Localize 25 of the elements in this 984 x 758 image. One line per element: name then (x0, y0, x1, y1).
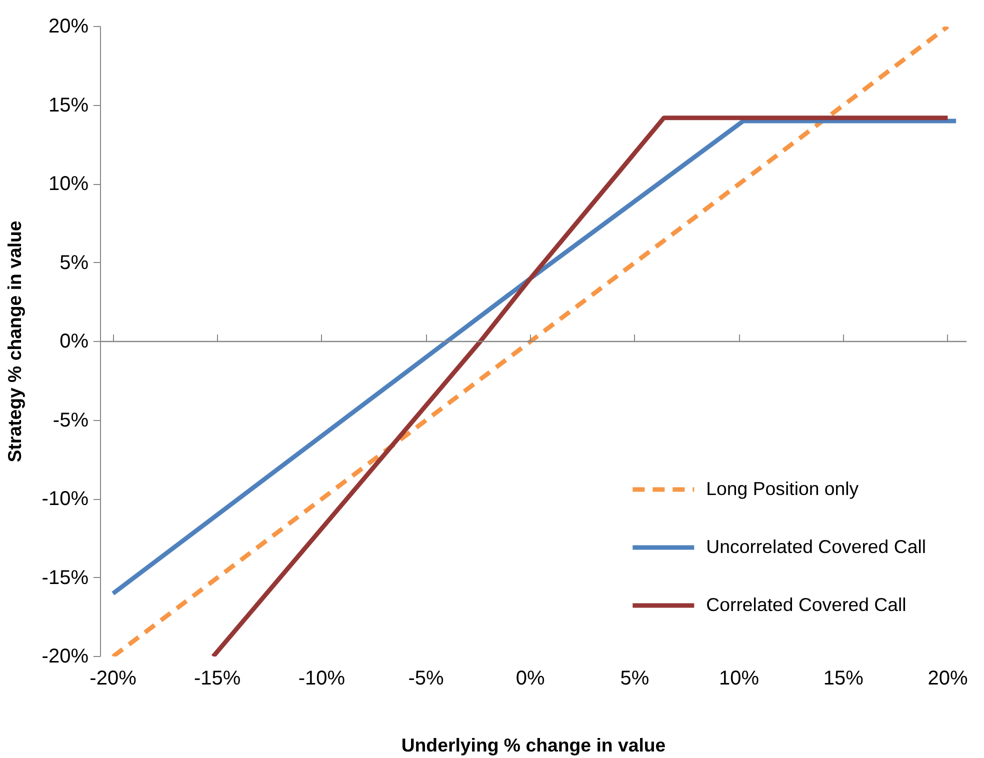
y-tick-label: 20% (48, 16, 89, 38)
legend-label: Correlated Covered Call (706, 594, 906, 616)
legend-label: Uncorrelated Covered Call (706, 536, 926, 558)
y-tick-label: -20% (42, 646, 89, 668)
x-tick-label: -20% (90, 668, 137, 690)
x-tick-label: 0% (516, 668, 546, 690)
y-tick-label: 10% (48, 173, 89, 195)
x-tick-label: 15% (823, 668, 864, 690)
legend-label: Long Position only (706, 478, 859, 500)
y-tick-label: 0% (60, 330, 89, 352)
x-tick-label: 20% (928, 668, 968, 690)
x-tick-label: -15% (194, 668, 241, 690)
line-series (210, 116, 950, 656)
x-tick-label: 5% (620, 668, 650, 690)
y-tick-label: -15% (42, 566, 89, 589)
y-tick-label: 5% (60, 252, 89, 274)
x-tick-label: 10% (719, 668, 760, 690)
y-tick-label: -5% (52, 409, 89, 432)
x-axis-title: Underlying % change in value (401, 734, 666, 756)
x-tick-label: -10% (298, 668, 346, 690)
x-tick-label: -5% (408, 668, 444, 690)
y-axis-title: Strategy % change in value (4, 220, 25, 462)
y-tick-label: 15% (48, 94, 89, 116)
y-tick-label: -10% (42, 488, 89, 510)
line-series (110, 118, 958, 596)
